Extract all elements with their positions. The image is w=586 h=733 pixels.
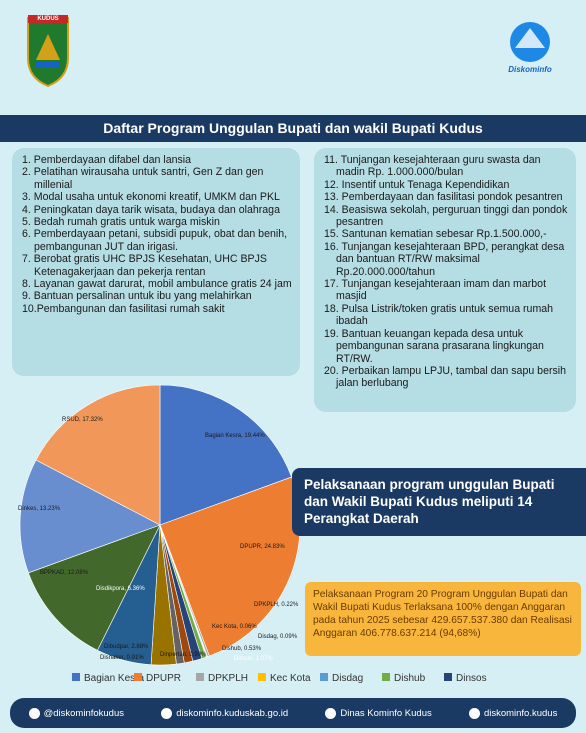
list-item: 2. Pelatihan wirausaha untuk santri, Gen… [22, 166, 264, 191]
legend-label: Dinsos [456, 673, 487, 684]
legend-label: Dishub [394, 673, 426, 684]
list-item: 16. Tunjangan kesejahteraan BPD, perangk… [324, 240, 565, 278]
pie-slice [19, 459, 161, 574]
list-item: 12. Insentif untuk Tenaga Kependidikan [324, 178, 510, 191]
list-item: 3. Modal usaha untuk ekonomi kreatif, UM… [22, 191, 280, 204]
footer-icon [325, 707, 337, 719]
list-item: 4. Peningkatan daya tarik wisata, budaya… [22, 203, 280, 216]
list-item: 6. Pemberdayaan petani, subsidi pupuk, o… [22, 228, 288, 253]
list-item: 5. Bedah rumah gratis untuk warga miskin [22, 216, 220, 229]
footer-text: diskominfo.kuduskab.go.id [176, 707, 289, 719]
list-item: 20. Perbaikan lampu LPJU, tambal dan sap… [324, 364, 567, 390]
list-item: 18. Pulsa Listrik/token gratis untuk sem… [324, 302, 554, 328]
footer-item: diskominfo.kuduskab.go.id [161, 707, 289, 719]
list-item: 13. Pemberdayaan dan fasilitasi pondok p… [324, 191, 563, 204]
list-right: 11. Tunjangan kesejahteraan guru swasta … [314, 148, 576, 412]
legend-label: Disdag [332, 673, 363, 684]
legend-swatch [196, 673, 204, 681]
data-label: RSUD, 17.32% [62, 417, 103, 423]
list-item: 8. Layanan gawat darurat, mobil ambulanc… [22, 278, 292, 291]
pie-slice [35, 384, 161, 526]
diskominfo-logo [510, 22, 550, 62]
data-label: Dinsos, 1.07% [234, 656, 273, 662]
kudus-logo [27, 15, 69, 88]
data-label: DPUPR, 24.83% [240, 544, 285, 550]
data-label: Kec Kota, 0.06% [212, 624, 257, 630]
footer-icon [28, 707, 40, 719]
list-item: 7. Berobat gratis UHC BPJS Kesehatan, UH… [22, 253, 267, 278]
footer: @diskominfokudus diskominfo.kuduskab.go.i… [10, 698, 576, 728]
legend-swatch [72, 673, 80, 681]
footer-item: @diskominfokudus [28, 707, 124, 719]
brand: Diskominfo [508, 65, 552, 74]
list-left: 1. Pemberdayaan difabel dan lansia 2. Pel… [12, 148, 300, 376]
footer-text: diskominfo.kudus [483, 707, 558, 719]
logo-text: KUDUS [37, 16, 58, 22]
data-label: Disnaker, 0.91% [100, 655, 144, 661]
legend-label: DPUPR [146, 673, 181, 684]
pie-slice [159, 384, 292, 526]
footer-icon [161, 707, 173, 719]
summary: Pelaksanaan Program 20 Program Unggulan … [305, 582, 581, 656]
data-label: Dinpertan, 0.99% [160, 652, 207, 658]
legend-swatch [382, 673, 390, 681]
data-label: Bagian Kesra, 19.44% [205, 433, 265, 439]
data-label: Dishub, 0.53% [222, 646, 262, 652]
list-item: 19. Bantuan keuangan kepada desa untuk p… [324, 327, 544, 365]
legend-swatch [444, 673, 452, 681]
list-item: 14. Beasiswa sekolah, perguruan tinggi d… [324, 203, 568, 229]
footer-icon [468, 707, 480, 719]
data-label: BPPKAD, 12.08% [40, 570, 89, 576]
legend-label: Kec Kota [270, 673, 311, 684]
banner-title: Daftar Program Unggulan Bupati dan wakil… [0, 115, 586, 142]
data-label: DPKPLH, 0.22% [254, 602, 299, 608]
footer-text: @diskominfokudus [43, 707, 124, 719]
list-item: 10.Pembangunan dan fasilitasi rumah saki… [22, 302, 225, 315]
data-label: Disdikpora, 6.36% [96, 586, 145, 592]
footer-item: Dinas Kominfo Kudus [325, 707, 432, 719]
pie-slice [28, 524, 161, 651]
list-item: 9. Bantuan persalinan untuk ibu yang mel… [22, 290, 252, 303]
footer-item: diskominfo.kudus [468, 707, 558, 719]
legend-label: DPKPLH [208, 673, 248, 684]
legend-swatch [134, 673, 142, 681]
list-item: 1. Pemberdayaan difabel dan lansia [22, 154, 192, 166]
legend-swatch [320, 673, 328, 681]
data-label: Dinkes, 13.23% [18, 506, 61, 512]
data-label: Disdag, 0.09% [258, 634, 298, 640]
list-item: 17. Tunjangan kesejahteraan imam dan mar… [324, 278, 547, 303]
highlight: Pelaksanaan program unggulan Bupati dan … [292, 468, 586, 536]
legend-swatch [258, 673, 266, 681]
legend-label: Bagian Kesra [84, 673, 144, 684]
data-label: Dibudpar, 2.88% [104, 644, 149, 650]
list-item: 11. Tunjangan kesejahteraan guru swasta … [324, 154, 541, 179]
footer-text: Dinas Kominfo Kudus [340, 707, 432, 719]
list-item: 15. Santunan kematian sebesar Rp.1.500.0… [324, 228, 547, 241]
